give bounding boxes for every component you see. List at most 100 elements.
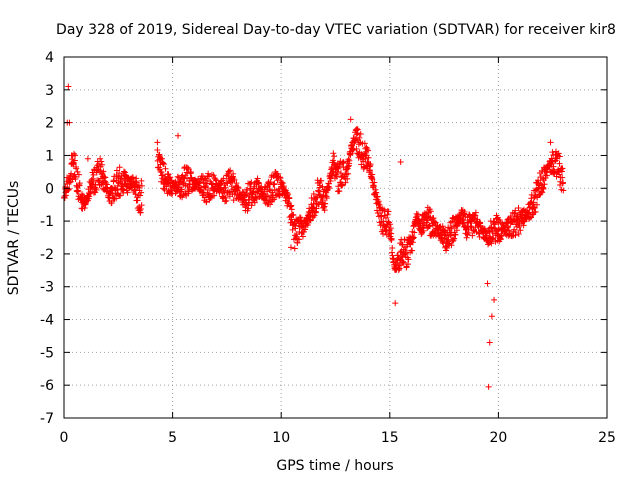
data-point xyxy=(69,176,76,183)
data-point xyxy=(339,182,346,189)
data-point xyxy=(73,165,80,172)
data-point xyxy=(342,179,349,186)
data-point xyxy=(488,313,495,320)
data-point xyxy=(75,171,82,178)
data-point xyxy=(286,195,293,202)
data-point xyxy=(469,232,476,239)
data-point xyxy=(472,209,479,216)
data-point xyxy=(357,130,364,137)
data-point xyxy=(312,209,319,216)
data-point xyxy=(116,164,123,171)
y-tick-label: -4 xyxy=(40,313,54,329)
data-point xyxy=(533,201,540,208)
data-point xyxy=(167,174,174,181)
data-point xyxy=(365,147,372,154)
data-point xyxy=(160,161,167,168)
data-point xyxy=(374,193,381,200)
data-point xyxy=(235,184,242,191)
data-point xyxy=(439,238,446,245)
data-point xyxy=(547,139,554,146)
grid-layer xyxy=(64,57,607,418)
data-point xyxy=(134,197,141,204)
data-point xyxy=(388,230,395,237)
data-point xyxy=(415,216,422,223)
data-point xyxy=(361,140,368,147)
data-point xyxy=(69,156,76,163)
x-tick-label: 0 xyxy=(60,430,69,446)
data-point xyxy=(507,213,514,220)
data-point xyxy=(264,193,271,200)
y-tick-label: 1 xyxy=(45,148,54,164)
y-tick-label: 0 xyxy=(45,181,54,197)
data-point xyxy=(223,179,230,186)
data-point xyxy=(122,169,129,176)
y-tick-label: -5 xyxy=(40,345,54,361)
data-point xyxy=(323,195,330,202)
data-point xyxy=(367,161,374,168)
data-point xyxy=(113,195,120,202)
data-point xyxy=(271,196,278,203)
data-point xyxy=(345,163,352,170)
data-point xyxy=(356,134,363,141)
data-point xyxy=(403,249,410,256)
data-point xyxy=(163,176,170,183)
data-point xyxy=(455,219,462,226)
data-point xyxy=(160,160,167,167)
data-point xyxy=(302,226,309,233)
data-point xyxy=(315,187,322,194)
data-point xyxy=(227,167,234,174)
data-point xyxy=(313,205,320,212)
data-point xyxy=(162,165,169,172)
data-point xyxy=(554,155,561,162)
data-point xyxy=(172,178,179,185)
data-point xyxy=(223,197,230,204)
data-point xyxy=(336,162,343,169)
data-point xyxy=(271,186,278,193)
data-point xyxy=(61,194,68,201)
data-point xyxy=(266,186,273,193)
data-point xyxy=(448,229,455,236)
data-point xyxy=(365,154,372,161)
data-point xyxy=(362,155,369,162)
data-point xyxy=(211,192,218,199)
data-point xyxy=(388,235,395,242)
data-point xyxy=(138,189,145,196)
data-point xyxy=(512,207,519,214)
data-point xyxy=(559,165,566,172)
data-point xyxy=(491,296,498,303)
data-point xyxy=(231,176,238,183)
data-point xyxy=(222,184,229,191)
data-point xyxy=(353,145,360,152)
data-point xyxy=(531,205,538,212)
y-tick-label: -1 xyxy=(40,214,54,230)
data-point xyxy=(93,186,100,193)
data-point xyxy=(132,191,139,198)
data-point xyxy=(159,155,166,162)
data-point xyxy=(340,159,347,166)
data-point xyxy=(311,212,318,219)
data-point xyxy=(133,175,140,182)
data-point xyxy=(255,180,262,187)
data-point xyxy=(156,152,163,159)
data-point xyxy=(184,164,191,171)
data-point xyxy=(481,225,488,232)
data-point xyxy=(525,209,532,216)
data-point xyxy=(309,204,316,211)
plot-frame xyxy=(63,56,608,419)
data-point xyxy=(353,125,360,132)
data-point xyxy=(541,181,548,188)
data-point xyxy=(212,176,219,183)
data-point xyxy=(427,208,434,215)
data-point xyxy=(486,339,493,346)
data-point xyxy=(386,230,393,237)
data-point xyxy=(397,249,404,256)
data-point xyxy=(449,238,456,245)
data-point xyxy=(138,202,145,209)
data-point xyxy=(270,181,277,188)
data-point xyxy=(376,201,383,208)
data-point xyxy=(532,208,539,215)
data-point xyxy=(495,226,502,233)
data-point xyxy=(415,211,422,218)
data-point xyxy=(330,150,337,157)
